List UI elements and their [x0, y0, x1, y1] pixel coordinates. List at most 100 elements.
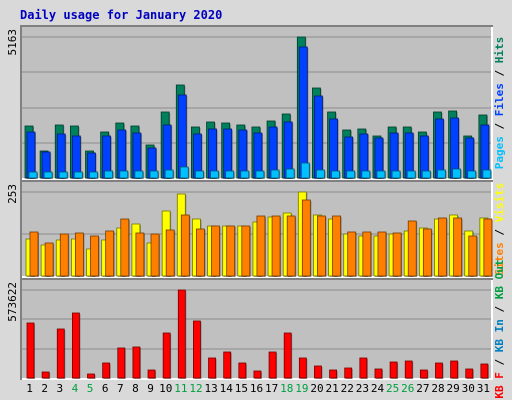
bar-kbf-day-1 [26, 322, 35, 379]
legend-280: KB F / KB In / KB Out [493, 259, 506, 398]
bar-sites-day-31 [483, 218, 493, 277]
bar-kbf-day-25 [389, 361, 398, 379]
bar-sites-day-20 [317, 215, 326, 277]
x-tick-label: 1 [26, 382, 33, 395]
bar-sites-day-25 [392, 232, 402, 277]
x-tick-label: 26 [401, 382, 414, 395]
bar-kbf-day-16 [253, 370, 262, 379]
bar-sites-day-3 [59, 233, 69, 277]
bar-kbf-day-31 [480, 363, 489, 379]
bar-files-day-19 [298, 46, 308, 179]
legend-entry: Files [493, 83, 506, 116]
bar-pages-day-30 [467, 170, 477, 179]
bar-sites-day-6 [105, 230, 115, 277]
bar-sites-day-21 [332, 215, 341, 277]
bar-sites-day-15 [241, 225, 251, 277]
bar-pages-day-13 [210, 170, 219, 179]
bar-pages-day-15 [240, 170, 250, 179]
bar-sites-day-9 [150, 233, 160, 277]
bar-pages-day-16 [255, 170, 265, 179]
bar-sites-day-28 [438, 217, 447, 277]
bar-files-day-11 [177, 94, 187, 179]
bar-pages-day-7 [119, 170, 129, 179]
x-tick-label: 4 [72, 382, 79, 395]
bar-kbf-day-17 [268, 351, 277, 379]
bar-sites-day-12 [196, 228, 205, 277]
x-tick-label: 8 [132, 382, 139, 395]
bar-files-day-1 [26, 131, 36, 179]
bar-kbf-day-22 [344, 367, 353, 379]
bar-kbf-day-2 [41, 371, 50, 379]
bar-kbf-day-19 [298, 357, 307, 379]
bar-sites-day-4 [74, 232, 84, 277]
y-max-label: 253 [6, 184, 19, 204]
bar-sites-day-24 [377, 231, 387, 277]
bar-sites-day-11 [180, 214, 190, 277]
bar-kbf-day-27 [419, 369, 428, 379]
legend-separator: / [493, 299, 506, 319]
bar-pages-day-24 [376, 170, 386, 179]
bar-pages-day-27 [421, 170, 431, 179]
x-tick-label: 31 [477, 382, 490, 395]
y-max-label: 5163 [6, 29, 19, 56]
bar-kbf-day-30 [465, 368, 474, 379]
bar-kbf-day-3 [56, 328, 65, 379]
bar-pages-day-18 [285, 168, 295, 179]
bar-sites-day-22 [347, 231, 357, 277]
x-tick-label: 5 [87, 382, 94, 395]
bar-pages-day-6 [104, 170, 114, 179]
x-tick-label: 13 [204, 382, 217, 395]
bar-pages-day-9 [149, 170, 159, 179]
panels-layer [20, 25, 493, 380]
bar-kbf-day-7 [117, 347, 126, 379]
legend-27: Pages / Files / Hits [493, 37, 506, 170]
legend-entry: KB Out [493, 259, 506, 299]
bar-kbf-day-8 [132, 346, 141, 379]
x-tick-label: 7 [117, 382, 124, 395]
bar-pages-day-11 [179, 166, 189, 179]
bar-kbf-day-5 [87, 373, 95, 379]
x-tick-label: 24 [371, 382, 385, 395]
bar-kbf-day-15 [238, 362, 247, 379]
x-tick-label: 23 [356, 382, 369, 395]
bar-kbf-day-26 [404, 360, 413, 379]
x-tick-label: 22 [341, 382, 354, 395]
legend-entry: Pages [493, 136, 506, 169]
x-tick-label: 28 [431, 382, 444, 395]
bar-kbf-day-28 [435, 362, 443, 379]
bar-sites-day-10 [165, 229, 175, 277]
legend-entry: Visits [493, 183, 506, 223]
bars-layer [24, 36, 493, 379]
x-tick-label: 10 [159, 382, 172, 395]
bar-pages-day-31 [482, 169, 492, 179]
bar-sites-day-7 [120, 218, 130, 277]
bar-pages-day-22 [346, 170, 356, 179]
x-tick-label: 19 [295, 382, 308, 395]
x-tick-label: 27 [416, 382, 429, 395]
x-tick-label: 29 [447, 382, 460, 395]
bar-pages-day-28 [437, 169, 446, 179]
bar-sites-day-16 [256, 215, 266, 277]
legend-entry: Hits [493, 37, 506, 64]
x-tick-label: 21 [326, 382, 339, 395]
bar-kbf-day-29 [450, 360, 459, 379]
bar-kbf-day-4 [71, 312, 80, 379]
x-tick-label: 25 [386, 382, 399, 395]
x-tick-label: 18 [280, 382, 293, 395]
bar-sites-day-1 [29, 231, 39, 277]
legend-entry: KB In [493, 319, 506, 352]
legend-entry: Sites [493, 242, 506, 275]
bar-pages-day-26 [406, 170, 416, 179]
bar-kbf-day-20 [314, 365, 322, 379]
bar-pages-day-23 [361, 170, 371, 179]
x-tick-label: 15 [235, 382, 248, 395]
bar-kbf-day-13 [208, 357, 216, 379]
legend-separator: / [493, 116, 506, 136]
bar-sites-day-8 [135, 232, 145, 277]
bar-kbf-day-10 [162, 332, 171, 379]
bar-pages-day-20 [316, 169, 325, 179]
bar-pages-day-1 [28, 171, 38, 179]
bar-pages-day-14 [225, 170, 235, 179]
